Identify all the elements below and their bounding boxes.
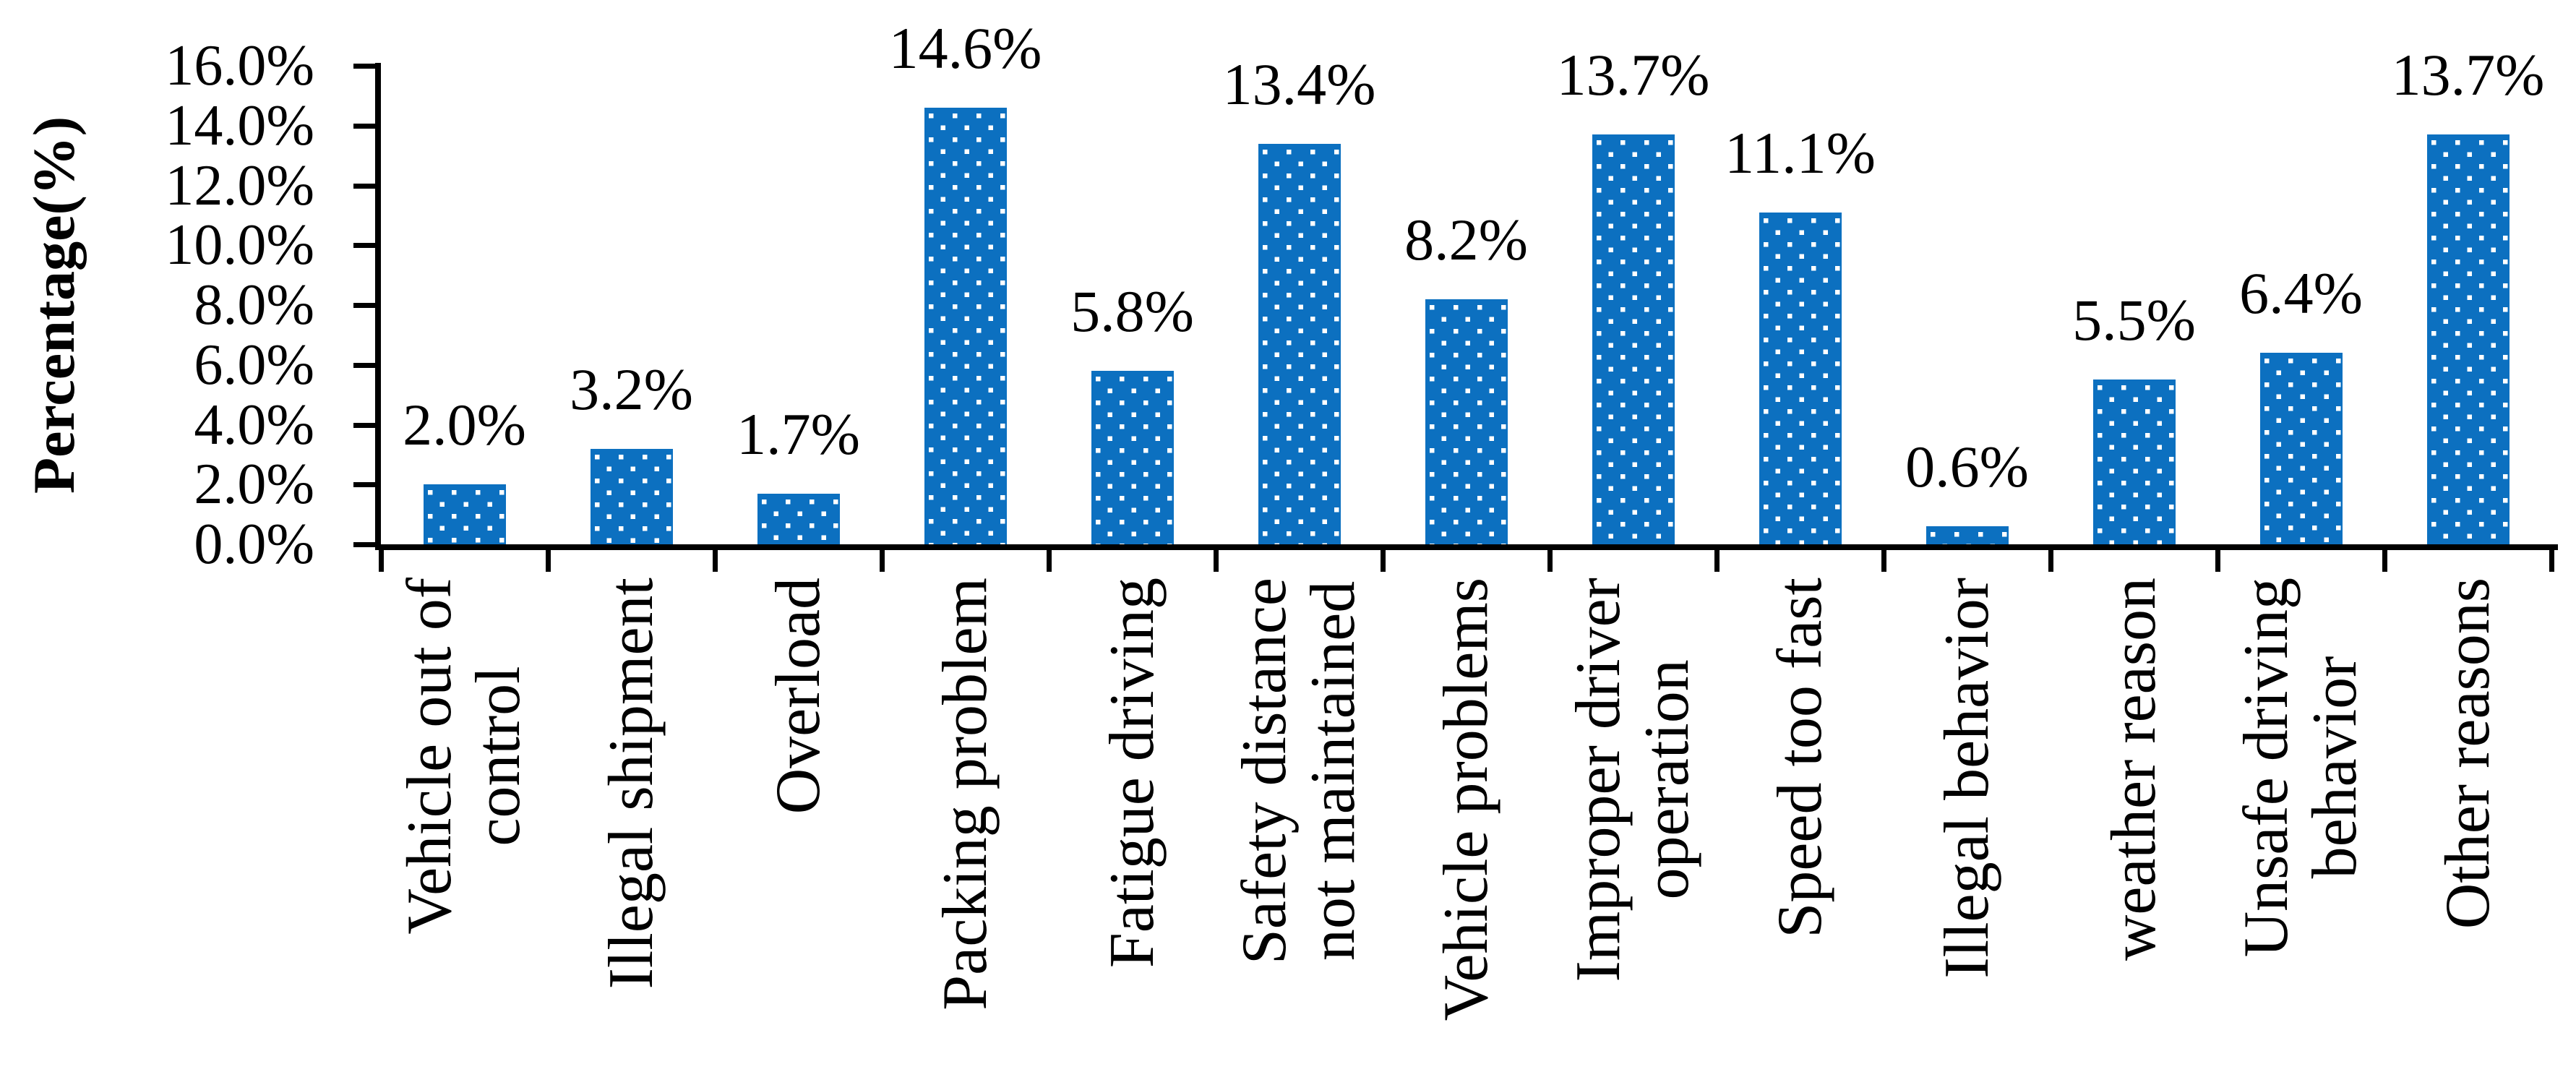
bar	[590, 449, 673, 544]
category-cell: Vehicle out of control	[381, 578, 548, 1072]
bar	[2092, 380, 2176, 544]
bar-value-label: 1.7%	[737, 401, 860, 467]
category-cell: Packing problem	[882, 578, 1049, 1072]
category-cell: Speed too fast	[1717, 578, 1884, 1072]
x-axis-tick	[2215, 550, 2220, 572]
category-label: Overload	[763, 578, 833, 815]
x-axis-tick	[1380, 550, 1386, 572]
x-axis-tick	[879, 550, 885, 572]
y-axis-tick	[353, 303, 381, 308]
y-axis-tick-label: 0.0%	[194, 513, 314, 576]
x-axis-tick	[2382, 550, 2387, 572]
y-axis-tick-label: 16.0%	[165, 34, 314, 98]
category-cell: Fatigue driving	[1049, 578, 1216, 1072]
bar-value-label: 3.2%	[570, 356, 693, 422]
x-axis-line	[375, 544, 2558, 550]
category-label: Packing problem	[929, 578, 1000, 1011]
y-axis-tick-label: 6.0%	[194, 333, 314, 397]
bar	[757, 494, 840, 544]
category-label: Fatigue driving	[1096, 578, 1167, 969]
bar	[2259, 353, 2343, 544]
x-axis-tick	[1547, 550, 1553, 572]
category-cell: Overload	[715, 578, 882, 1072]
bar-value-label: 5.5%	[2072, 287, 2196, 353]
bar	[1258, 144, 1341, 544]
bar-value-label: 14.6%	[888, 15, 1042, 81]
y-axis-tick	[353, 183, 381, 189]
bar-value-label: 13.4%	[1222, 51, 1376, 117]
category-label: Safety distance not maintained	[1229, 578, 1369, 965]
y-axis-tick-label: 2.0%	[194, 453, 314, 517]
bar	[2426, 134, 2510, 544]
bar-value-label: 0.6%	[1905, 434, 2029, 499]
x-axis-tick	[1881, 550, 1886, 572]
bar-value-label: 13.7%	[1556, 42, 1710, 108]
bar	[1759, 213, 1842, 544]
y-axis-tick	[353, 243, 381, 249]
bar-value-label: 2.0%	[403, 392, 526, 458]
category-cell: Unsafe driving behavior	[2217, 578, 2384, 1072]
category-label: Other reasons	[2432, 578, 2503, 930]
y-axis-tick-label: 8.0%	[194, 273, 314, 337]
y-axis-tick	[353, 64, 381, 69]
bar-value-label: 8.2%	[1404, 207, 1528, 273]
bar	[423, 484, 506, 544]
bar-value-label: 13.7%	[2391, 42, 2545, 108]
category-label: Illegal shipment	[596, 578, 666, 990]
category-label: Illegal behavior	[1931, 578, 2002, 979]
y-axis-tick	[353, 482, 381, 488]
y-axis-tick-label: 14.0%	[165, 93, 314, 158]
y-axis-tick	[353, 123, 381, 129]
x-axis-tick	[712, 550, 718, 572]
bar-value-label: 6.4%	[2239, 260, 2363, 326]
category-label: Vehicle out of control	[395, 578, 534, 935]
x-axis-tick	[2549, 550, 2554, 572]
bar	[1925, 526, 2009, 544]
category-cell: Illegal shipment	[548, 578, 715, 1072]
category-cell: Illegal behavior	[1884, 578, 2051, 1072]
y-axis-tick-label: 12.0%	[165, 153, 314, 218]
y-axis-tick	[353, 542, 381, 547]
category-cell: Vehicle problems	[1383, 578, 1550, 1072]
y-axis-tick-label: 4.0%	[194, 393, 314, 457]
bar-value-label: 11.1%	[1725, 120, 1876, 186]
bar	[1425, 299, 1508, 544]
category-cell: Improper driver operation	[1550, 578, 1717, 1072]
x-axis-tick	[378, 550, 384, 572]
category-label: weather reason	[2098, 578, 2169, 961]
x-axis-tick	[545, 550, 551, 572]
bar-value-label: 5.8%	[1070, 278, 1194, 344]
bar	[924, 108, 1007, 544]
category-cell: Safety distance not maintained	[1216, 578, 1383, 1072]
category-label: Improper driver operation	[1563, 578, 1703, 982]
y-axis-tick	[353, 362, 381, 368]
y-axis-tick-label: 10.0%	[165, 213, 314, 278]
x-axis-tick	[2048, 550, 2053, 572]
x-axis-tick	[1714, 550, 1720, 572]
x-axis-tick	[1213, 550, 1219, 572]
bar	[1592, 134, 1675, 544]
category-label: Speed too fast	[1764, 578, 1835, 938]
bar	[1091, 371, 1174, 544]
category-label: Vehicle problems	[1430, 578, 1501, 1021]
category-cell: Other reasons	[2384, 578, 2551, 1072]
x-axis-tick	[1046, 550, 1052, 572]
y-axis-tick	[353, 422, 381, 428]
category-cell: weather reason	[2051, 578, 2217, 1072]
category-label: Unsafe driving behavior	[2231, 578, 2371, 958]
